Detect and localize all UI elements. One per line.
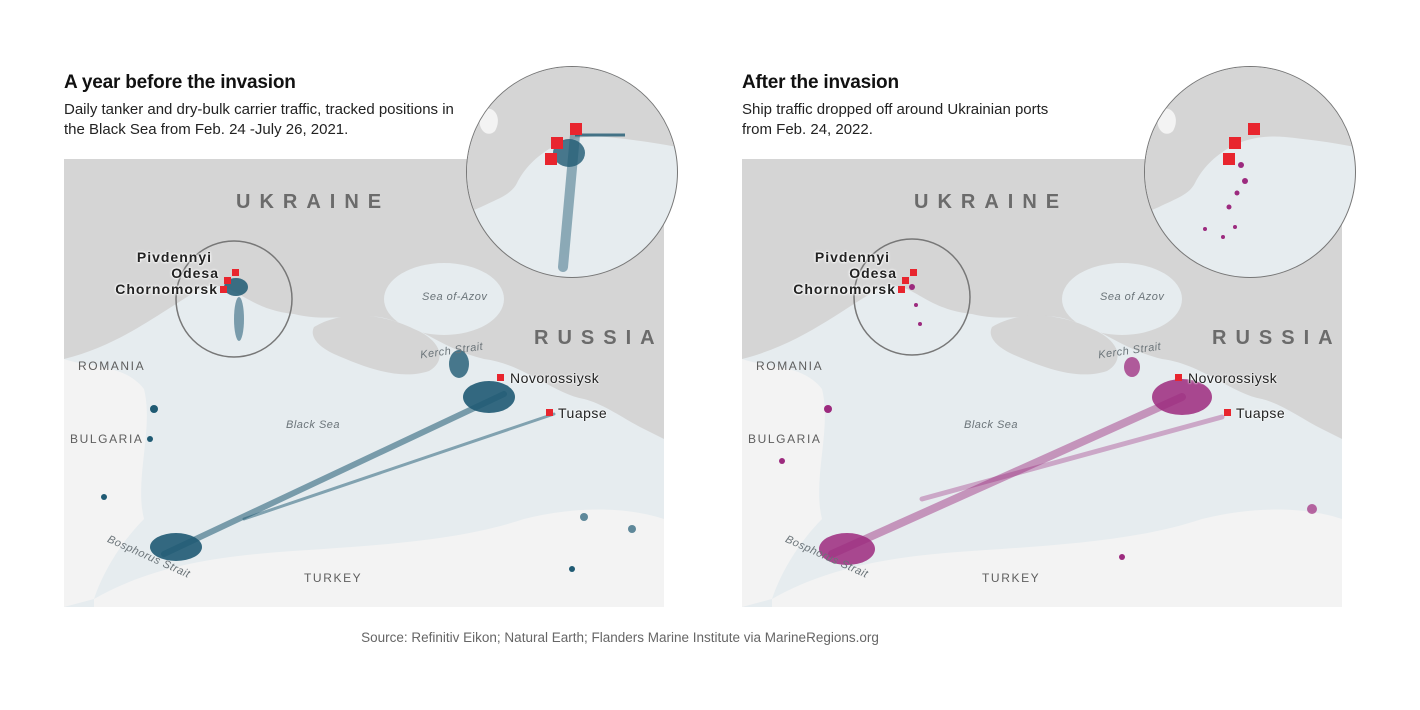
- label-odesa: Odesa: [171, 265, 219, 281]
- label-chornomorsk: Chornomorsk: [115, 281, 218, 297]
- map-panel-after: After the invasion Ship traffic dropped …: [678, 0, 1356, 620]
- label-black-sea: Black Sea: [964, 419, 1019, 431]
- label-chornomorsk: Chornomorsk: [793, 281, 896, 297]
- port-markers: [898, 269, 1231, 416]
- label-odesa: Odesa: [849, 265, 897, 281]
- label-sea-of-azov: Sea of Azov: [1100, 291, 1165, 303]
- odesa-zoom-circle: [175, 240, 293, 358]
- turkey-coast: [94, 509, 664, 607]
- crimea-shape: [990, 315, 1118, 375]
- odesa-zoom-circle: [853, 238, 971, 356]
- map-panel-before: A year before the invasion Daily tanker …: [0, 0, 678, 620]
- source-note: Source: Refinitiv Eikon; Natural Earth; …: [361, 630, 879, 645]
- label-novorossiysk: Novorossiysk: [1188, 370, 1278, 386]
- label-novorossiysk: Novorossiysk: [510, 370, 600, 386]
- panel-subtitle: Ship traffic dropped off around Ukrainia…: [742, 101, 1049, 138]
- label-romania: ROMANIA: [78, 359, 146, 373]
- label-turkey: TURKEY: [982, 571, 1041, 585]
- panel-title: A year before the invasion: [64, 72, 296, 93]
- label-bulgaria: BULGARIA: [70, 432, 144, 446]
- label-ukraine: UKRAINE: [236, 191, 391, 213]
- label-ukraine: UKRAINE: [914, 191, 1069, 213]
- west-coast: [742, 359, 825, 607]
- port-markers: [220, 269, 553, 416]
- label-sea-of-azov: Sea of-Azov: [422, 291, 488, 303]
- label-tuapse: Tuapse: [558, 405, 608, 421]
- panel-title: After the invasion: [742, 72, 899, 93]
- ship-dots: [779, 284, 1317, 565]
- label-black-sea: Black Sea: [286, 419, 341, 431]
- label-russia: RUSSIA: [1212, 327, 1342, 349]
- label-bulgaria: BULGARIA: [748, 432, 822, 446]
- label-tuapse: Tuapse: [1236, 405, 1286, 421]
- panel-subtitle: Daily tanker and dry-bulk carrier traffi…: [64, 101, 454, 138]
- turkey-coast: [772, 509, 1342, 607]
- label-pivdennyi: Pivdennyi: [136, 249, 212, 265]
- label-pivdennyi: Pivdennyi: [814, 249, 890, 265]
- crimea-shape: [312, 315, 440, 375]
- label-romania: ROMANIA: [756, 359, 824, 373]
- west-coast: [64, 359, 147, 607]
- label-russia: RUSSIA: [534, 327, 664, 349]
- inset-zoom-before: [466, 66, 678, 278]
- label-turkey: TURKEY: [304, 571, 363, 585]
- inset-zoom-after: [1144, 66, 1356, 278]
